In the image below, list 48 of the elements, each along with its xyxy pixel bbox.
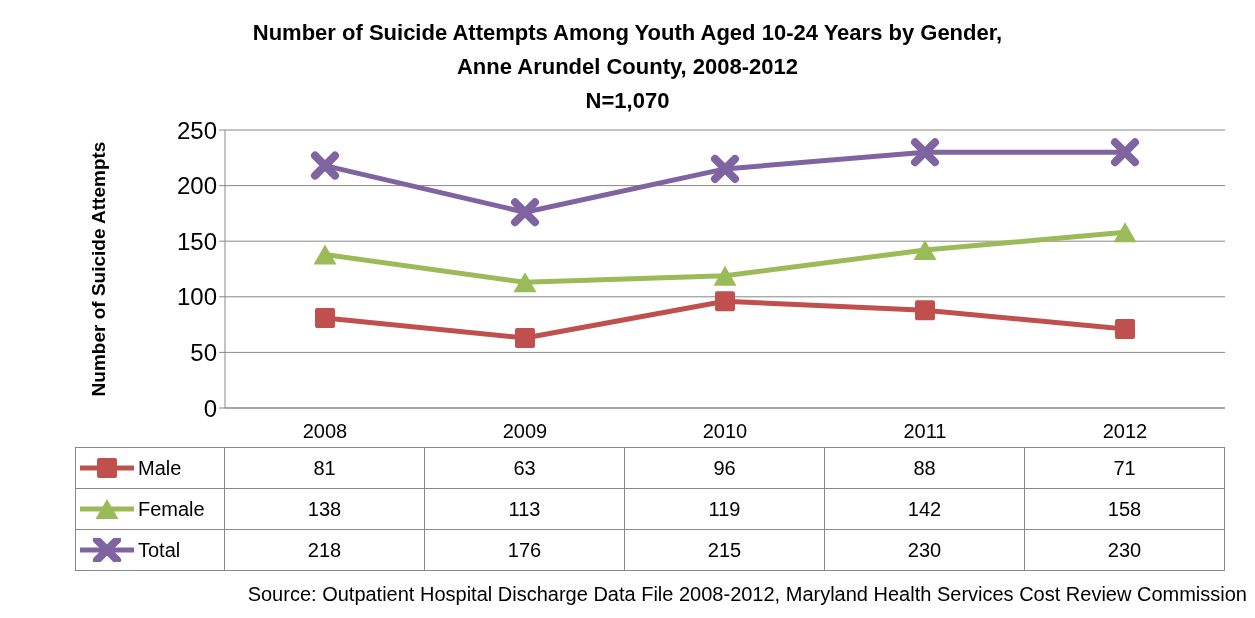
legend-label: Total: [138, 538, 181, 561]
x-tick-label: 2008: [302, 420, 348, 443]
y-tick-label: 150: [176, 227, 217, 255]
point: [711, 154, 739, 183]
data-label: 176: [424, 529, 625, 571]
data-label: 81: [224, 447, 425, 489]
point: [1111, 138, 1139, 167]
source-note: Source: Outpatient Hospital Discharge Data File 2008-2012, Maryland Health Services Cost Review Commission: [246, 583, 1247, 606]
legend-label: Female: [138, 497, 205, 520]
y-tick-label: 100: [176, 283, 217, 311]
point: [315, 307, 335, 328]
y-tick-label: 50: [190, 338, 217, 366]
point: [913, 240, 937, 261]
data-label: 215: [624, 529, 825, 571]
data-label: 113: [424, 488, 625, 530]
point: [515, 327, 535, 348]
data-label: 158: [1024, 488, 1225, 530]
point: [715, 291, 735, 312]
data-label: 230: [824, 529, 1025, 571]
y-tick-label: 0: [203, 394, 217, 422]
x-tick-label: 2012: [1102, 420, 1148, 443]
x-tick-label: 2011: [903, 420, 947, 443]
data-label: 138: [224, 488, 425, 530]
data-label: 230: [1024, 529, 1225, 571]
point: [511, 198, 539, 227]
data-label: 63: [424, 447, 625, 489]
data-label: 71: [1024, 447, 1225, 489]
data-label: 142: [824, 488, 1025, 530]
point: [911, 138, 939, 167]
y-tick-label: 200: [176, 172, 217, 200]
data-label: 218: [224, 529, 425, 571]
point: [713, 265, 737, 286]
y-axis-title: Number of Suicide Attempts: [87, 141, 109, 397]
chart-title: Number of Suicide Attempts Among Youth Aged 10-24 Years by Gender, Anne Arundel County, 2008-2012: [251, 19, 1004, 81]
point: [311, 151, 339, 180]
x-tick-label: 2009: [502, 420, 548, 443]
chart-subtitle: N=1,070: [584, 87, 671, 115]
point: [313, 244, 337, 265]
data-label: 96: [624, 447, 825, 489]
point: [1115, 319, 1135, 340]
data-label: 119: [624, 488, 825, 530]
point: [513, 272, 537, 293]
legend-label: Male: [138, 456, 182, 479]
y-tick-label: 250: [176, 116, 217, 144]
point: [915, 300, 935, 321]
data-label: 88: [824, 447, 1025, 489]
x-tick-label: 2010: [702, 420, 748, 443]
point: [1113, 222, 1137, 243]
